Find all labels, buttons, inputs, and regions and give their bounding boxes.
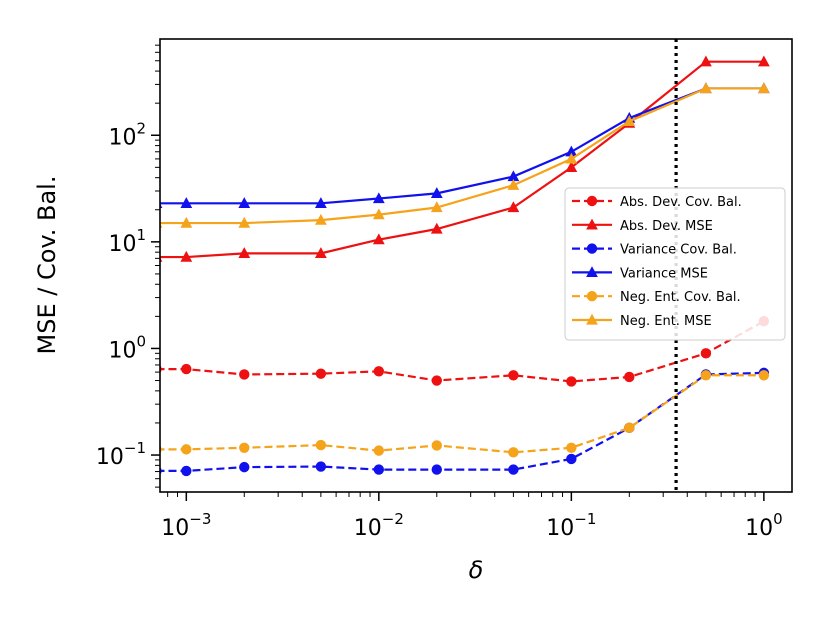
data-point [239,461,250,473]
data-point [757,55,770,67]
data-point [180,197,193,208]
series-6 [160,82,770,228]
data-point [238,216,251,228]
data-point [565,161,578,172]
data-point [431,375,442,386]
data-point [623,115,636,127]
legend-label: Abs. Dev. MSE [620,219,713,234]
data-point [624,371,635,383]
data-point [566,376,577,387]
data-point [430,222,443,234]
x-tick-label: 100 [745,510,783,541]
legend-swatch-marker [586,313,598,325]
legend: Abs. Dev. Cov. Bal. Abs. Dev. MSE Variance… [564,187,786,341]
data-point [239,369,250,380]
plot-frame [159,38,793,493]
data-point [566,442,577,453]
data-point [315,461,327,472]
data-point [181,444,192,455]
data-point [565,145,578,157]
legend-swatch-marker [586,266,598,278]
data-point [181,465,192,477]
data-point [507,201,520,213]
x-axis-label: δ [469,556,484,584]
data-point [180,216,193,228]
data-point [507,170,520,182]
data-point [181,363,192,375]
data-point [239,442,250,453]
data-point [372,208,385,220]
data-point [315,368,327,379]
series-layer [160,55,770,477]
minor-tick-layer [155,44,756,497]
legend-label: Abs. Dev. Cov. Bal. [620,195,742,210]
data-point [757,82,770,94]
legend-swatch-marker [586,243,598,254]
legend-label: Neg. Ent. Cov. Bal. [620,290,741,305]
x-tick-label: 10−2 [354,510,404,541]
data-point [508,464,519,475]
data-point [700,370,712,381]
legend-label: Variance MSE [620,266,708,281]
legend-swatch-marker [586,218,598,230]
data-point [508,447,519,458]
data-point [373,366,385,377]
data-point [238,197,251,208]
data-point [565,152,578,164]
data-point [431,440,442,451]
y-tick-label: 101 [108,226,146,257]
x-tick-label: 10−1 [546,510,596,541]
data-point [372,192,385,204]
data-point [758,370,770,381]
series-line [160,374,764,454]
y-axis-label: MSE / Cov. Bal. [33,176,61,355]
data-point [314,247,327,259]
y-tick-label: 102 [108,119,146,150]
data-point [315,439,327,451]
data-point [238,247,251,259]
data-point [700,82,712,94]
data-point [624,422,635,434]
data-point [431,464,442,475]
data-point [700,55,712,67]
data-point [700,348,712,359]
data-point [508,370,519,381]
legend-label: Variance Cov. Bal. [620,243,737,258]
legend-label: Neg. Ent. MSE [620,314,712,329]
data-point [507,179,520,190]
tick-layer: 10−3 10−2 10−1 100 10−1 100 101 102 [96,119,783,541]
data-point [566,453,577,465]
data-point [314,213,327,225]
series-line [160,371,764,472]
y-tick-label: 10−1 [96,439,146,470]
legend-swatch-marker [586,195,598,207]
data-point [180,250,193,262]
legend-frame [564,187,786,341]
data-point [430,201,443,213]
data-point [430,187,443,199]
y-tick-label: 100 [108,332,146,363]
data-point [372,233,385,245]
data-point [314,197,327,208]
data-point [373,445,385,456]
legend-swatch-marker [586,291,598,302]
series-line [160,87,764,205]
x-tick-label: 10−3 [161,510,211,541]
data-point [373,464,385,475]
